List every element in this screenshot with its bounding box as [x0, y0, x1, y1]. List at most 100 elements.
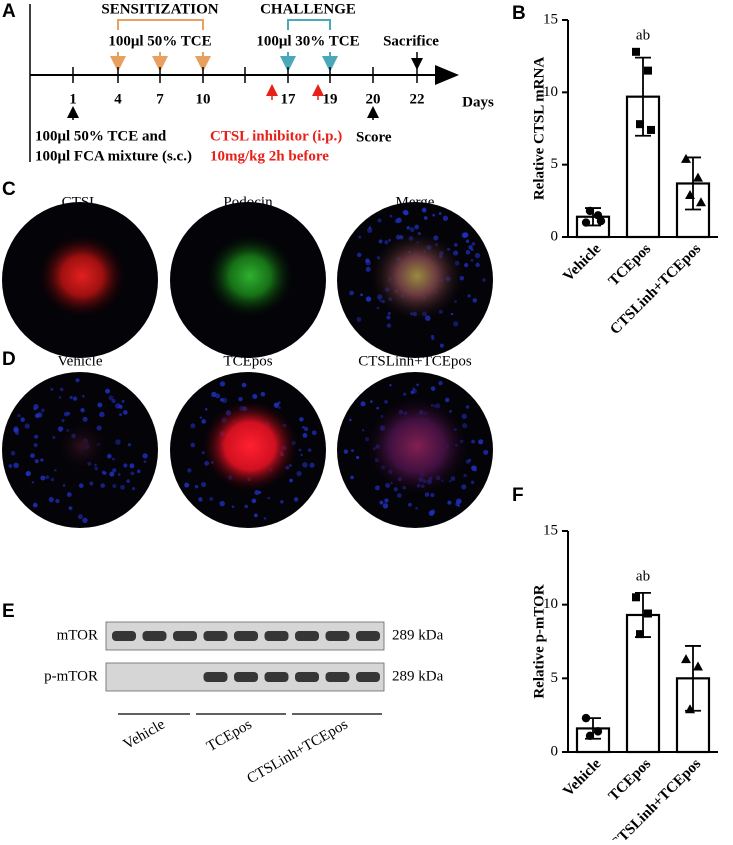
nucleus — [343, 449, 349, 454]
nucleus — [54, 469, 57, 472]
nucleus — [389, 384, 392, 387]
day-label: 22 — [410, 91, 425, 107]
y-axis-label: Relative p-mTOR — [531, 584, 547, 698]
day-label: 1 — [69, 91, 77, 107]
nucleus — [219, 381, 226, 387]
nucleus — [100, 483, 106, 488]
nucleus — [465, 405, 470, 409]
y-axis-label: Relative CTSL mRNA — [531, 57, 547, 200]
micrograph-title: TCEpos — [223, 353, 272, 369]
nucleus — [471, 439, 476, 444]
y-tick-label: 0 — [551, 228, 559, 244]
data-point — [685, 190, 695, 200]
micrograph-title: Vehicle — [58, 353, 103, 369]
data-point — [636, 120, 644, 129]
phase-title: SENSITIZATION — [101, 1, 218, 17]
nucleus — [194, 484, 199, 489]
western-blot: mTOR 289 kDa p-mTOR 289 kDa Vehicle TCEposCTS… — [44, 621, 444, 787]
blot-band — [203, 631, 228, 641]
nucleus — [198, 497, 203, 502]
micrograph — [337, 202, 493, 358]
stain — [367, 228, 467, 324]
nucleus — [457, 504, 461, 507]
nucleus — [432, 388, 435, 391]
blot-band — [203, 672, 228, 682]
nucleus — [370, 400, 373, 403]
nucleus — [33, 407, 37, 411]
blot-band — [173, 631, 197, 641]
nucleus — [25, 470, 31, 477]
nucleus — [89, 481, 94, 486]
nucleus — [66, 492, 72, 498]
data-point — [693, 661, 703, 671]
group-label: TCEpos — [204, 717, 255, 756]
nucleus — [13, 462, 19, 469]
blot-band — [295, 631, 319, 641]
day-label: 7 — [156, 91, 164, 107]
nucleus — [127, 443, 132, 447]
nucleus — [34, 413, 40, 419]
nucleus — [10, 450, 16, 456]
nucleus — [201, 482, 207, 488]
nucleus — [82, 394, 85, 398]
nucleus — [309, 462, 315, 468]
nucleus — [111, 398, 116, 404]
micrograph-title: CTSLinh+TCEpos — [358, 353, 472, 369]
nucleus — [438, 212, 442, 215]
nucleus — [260, 391, 266, 397]
nucleus — [8, 464, 13, 468]
group-label: Vehicle — [121, 716, 168, 753]
nucleus — [414, 224, 419, 230]
nucleus — [30, 453, 35, 459]
nucleus — [467, 294, 471, 298]
nucleus — [447, 500, 452, 505]
nucleus — [68, 506, 72, 510]
nucleus — [109, 471, 115, 477]
nucleus — [475, 262, 480, 268]
blot-band — [234, 631, 258, 641]
annotation: ab — [636, 27, 650, 43]
timeline-axis-label: Days — [462, 94, 494, 110]
nucleus — [82, 517, 88, 524]
data-point — [581, 218, 591, 227]
nucleus — [97, 402, 103, 408]
data-point — [681, 153, 691, 163]
data-point — [647, 125, 655, 134]
note: CTSL inhibitor (i.p.) — [210, 128, 342, 144]
nucleus — [209, 496, 214, 501]
blot-row-label: mTOR — [57, 627, 98, 643]
data-point — [585, 206, 595, 216]
nucleus — [190, 423, 196, 429]
nucleus — [211, 391, 217, 398]
data-point — [632, 47, 640, 56]
nucleus — [130, 471, 135, 476]
blot-band — [264, 631, 289, 641]
nucleus — [199, 416, 203, 419]
stain — [36, 232, 128, 320]
nucleus — [423, 216, 428, 220]
timeline: Days SENSITIZATION 100μl 50% TCE CHALLEN… — [29, 1, 494, 164]
note: 100μl 50% TCE and — [35, 128, 167, 144]
nucleus — [136, 469, 141, 474]
nucleus — [40, 408, 45, 413]
nucleus — [356, 252, 362, 258]
nucleus — [184, 482, 190, 488]
panel-label: B — [512, 3, 526, 24]
nucleus — [24, 423, 30, 429]
nucleus — [277, 401, 281, 405]
y-tick-label: 10 — [543, 596, 558, 612]
y-tick-label: 15 — [543, 522, 558, 538]
nucleus — [350, 475, 354, 480]
nucleus — [120, 484, 125, 490]
nucleus — [99, 411, 105, 418]
nucleus — [34, 459, 39, 464]
stain — [204, 232, 296, 320]
blot-band — [356, 631, 380, 641]
blot-size-label: 289 kDa — [392, 668, 444, 684]
nucleus — [302, 462, 308, 468]
nucleus — [358, 235, 362, 239]
nucleus — [408, 502, 412, 507]
nucleus — [102, 471, 107, 475]
nucleus — [123, 410, 128, 415]
